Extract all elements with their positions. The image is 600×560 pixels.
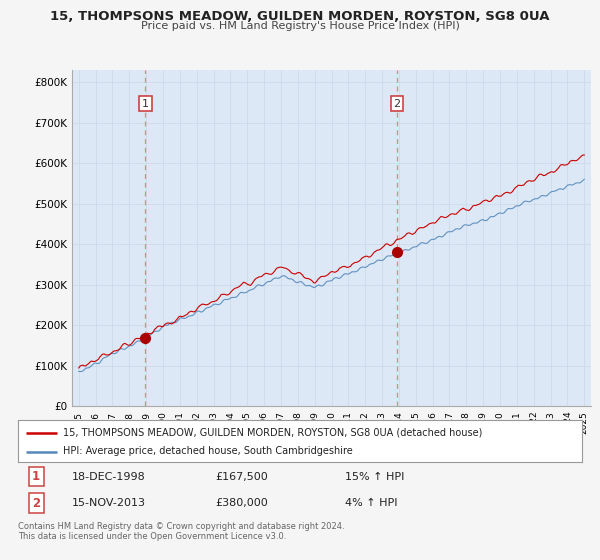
Text: 1: 1 [142,99,149,109]
Text: 15, THOMPSONS MEADOW, GUILDEN MORDEN, ROYSTON, SG8 0UA: 15, THOMPSONS MEADOW, GUILDEN MORDEN, RO… [50,10,550,23]
Text: 2: 2 [32,497,40,510]
Text: 15% ↑ HPI: 15% ↑ HPI [345,472,404,482]
Text: 2: 2 [394,99,400,109]
Text: 15-NOV-2013: 15-NOV-2013 [71,498,146,508]
Text: 18-DEC-1998: 18-DEC-1998 [71,472,145,482]
Text: Price paid vs. HM Land Registry's House Price Index (HPI): Price paid vs. HM Land Registry's House … [140,21,460,31]
Text: 4% ↑ HPI: 4% ↑ HPI [345,498,398,508]
Text: HPI: Average price, detached house, South Cambridgeshire: HPI: Average price, detached house, Sout… [63,446,353,456]
Text: 1: 1 [32,470,40,483]
Text: 15, THOMPSONS MEADOW, GUILDEN MORDEN, ROYSTON, SG8 0UA (detached house): 15, THOMPSONS MEADOW, GUILDEN MORDEN, RO… [63,428,482,437]
Text: Contains HM Land Registry data © Crown copyright and database right 2024.
This d: Contains HM Land Registry data © Crown c… [18,522,344,542]
Text: £167,500: £167,500 [215,472,268,482]
Text: £380,000: £380,000 [215,498,268,508]
